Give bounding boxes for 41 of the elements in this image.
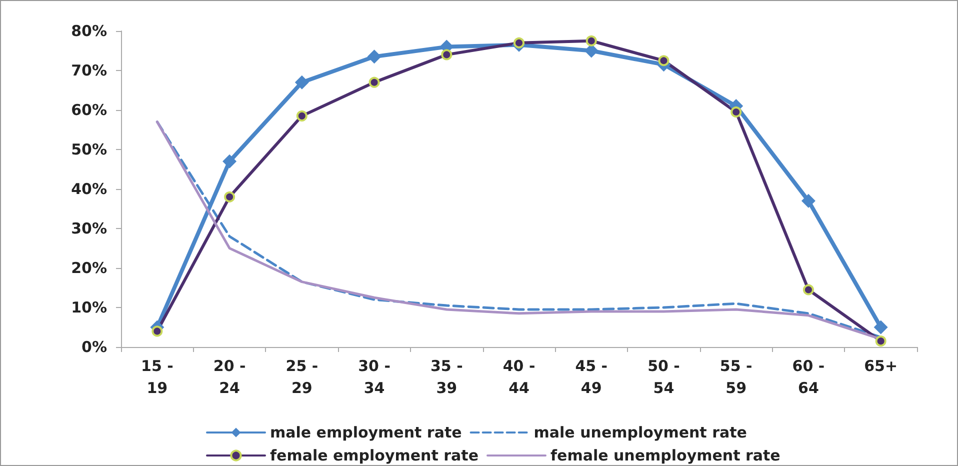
x-tick-label: 20 - 24 [213, 357, 246, 397]
x-tick-label: 25 - 29 [286, 357, 318, 397]
y-tick-label: 50% [71, 140, 107, 158]
point [874, 320, 888, 334]
y-tick-label: 70% [71, 62, 107, 80]
y-tick-label: 0% [82, 338, 107, 356]
legend-label: female unemployment rate [550, 446, 780, 464]
y-tick-label: 40% [71, 180, 107, 198]
point [730, 106, 742, 118]
point [802, 284, 814, 296]
legend-label: male employment rate [270, 424, 462, 442]
x-tick-label: 35 - 39 [430, 357, 463, 397]
x-tick-label: 60 - 64 [792, 357, 825, 397]
point [224, 191, 236, 202]
y-tick-label: 20% [71, 259, 107, 277]
point [152, 326, 163, 337]
point [801, 194, 816, 208]
point [294, 75, 309, 90]
x-tick-label: 15 - 19 [141, 357, 174, 397]
point [222, 154, 237, 168]
point [875, 336, 886, 347]
point [658, 55, 670, 66]
x-tick-label: 45 - 49 [575, 357, 608, 397]
point [584, 44, 598, 58]
x-tick-label: 65+ [864, 357, 898, 375]
legend-label: male unemployment rate [534, 424, 747, 442]
x-tick-label: 30 - 34 [358, 357, 390, 397]
point [296, 110, 308, 122]
x-tick-label: 55 - 59 [720, 357, 752, 397]
legend-label: female employment rate [270, 446, 478, 464]
x-tick-label: 50 - 54 [648, 357, 680, 397]
y-tick-label: 60% [71, 101, 107, 119]
point [367, 50, 382, 64]
y-tick-label: 10% [71, 298, 107, 316]
point [368, 76, 380, 88]
y-tick-label: 80% [71, 22, 107, 40]
y-tick-label: 30% [71, 220, 107, 238]
point [441, 49, 452, 60]
point [514, 37, 524, 48]
x-tick-label: 40 - 44 [502, 357, 536, 397]
point [586, 35, 597, 46]
